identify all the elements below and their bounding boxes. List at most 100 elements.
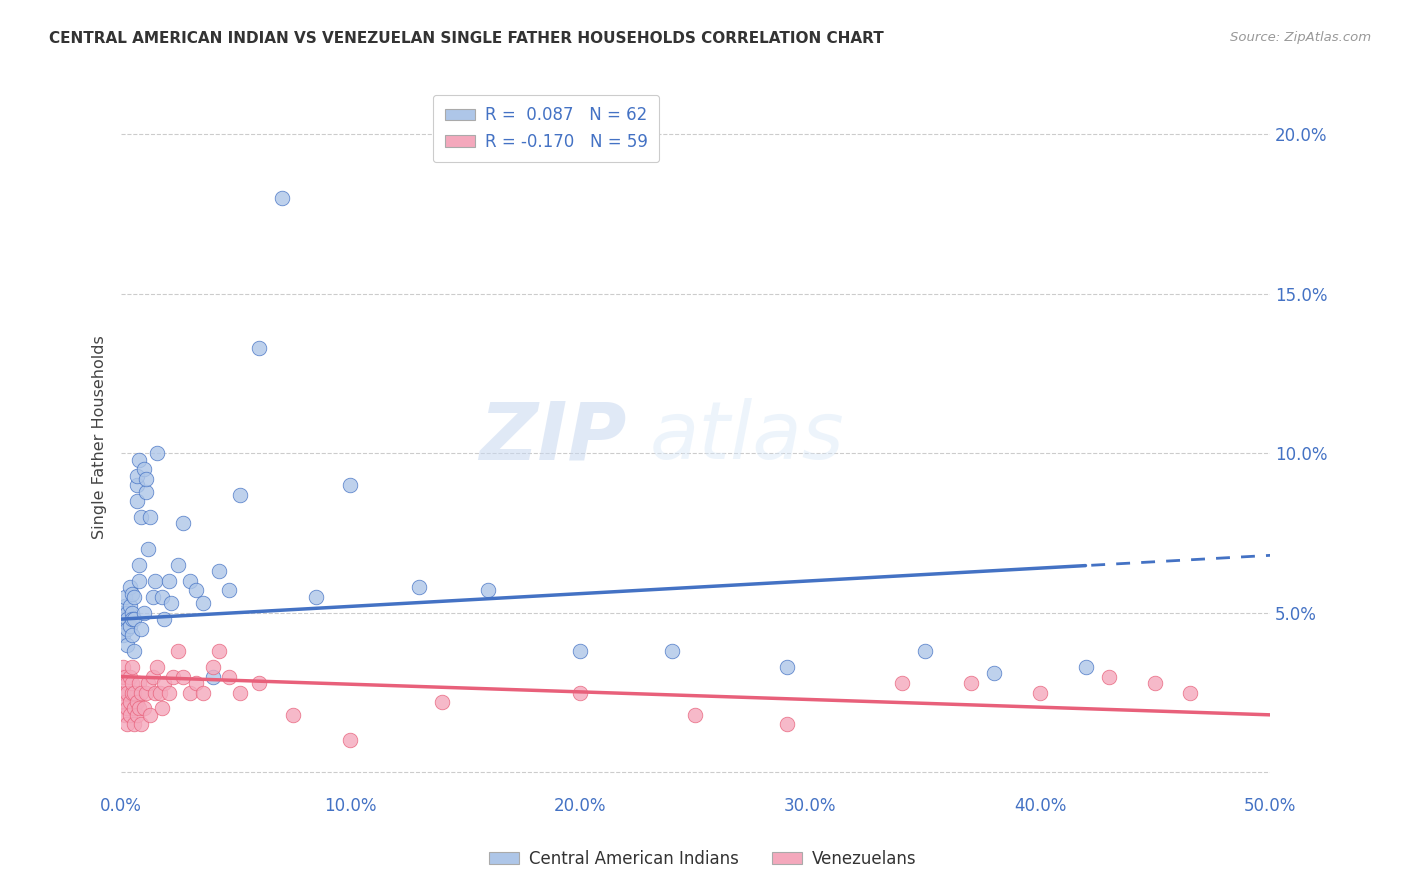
Point [117, 638, 139, 652]
Point [125, 707, 148, 722]
Point [149, 685, 172, 699]
Point [270, 191, 292, 205]
Point [143, 685, 166, 699]
Point [114, 707, 136, 722]
Point [114, 615, 136, 630]
Point [125, 468, 148, 483]
Point [121, 685, 143, 699]
Point [111, 624, 134, 639]
Point [150, 701, 173, 715]
Point [125, 494, 148, 508]
Point [157, 574, 180, 588]
Point [135, 685, 157, 699]
Point [281, 707, 304, 722]
Point [114, 590, 136, 604]
Point [153, 676, 176, 690]
Point [685, 707, 707, 722]
Legend: R =  0.087   N = 62, R = -0.170   N = 59: R = 0.087 N = 62, R = -0.170 N = 59 [433, 95, 659, 162]
Point [408, 580, 430, 594]
Point [111, 685, 134, 699]
Point [114, 599, 136, 614]
Point [118, 580, 141, 594]
Point [125, 695, 148, 709]
Point [135, 472, 157, 486]
Point [218, 583, 240, 598]
Point [143, 574, 166, 588]
Point [121, 612, 143, 626]
Point [129, 717, 152, 731]
Point [121, 586, 143, 600]
Point [186, 583, 208, 598]
Point [117, 612, 139, 626]
Point [128, 558, 150, 572]
Point [172, 669, 194, 683]
Point [121, 676, 143, 690]
Point [193, 596, 215, 610]
Point [179, 685, 201, 699]
Point [132, 462, 155, 476]
Point [118, 618, 141, 632]
Point [128, 701, 150, 715]
Point [157, 685, 180, 699]
Point [128, 676, 150, 690]
Point [135, 484, 157, 499]
Point [160, 596, 183, 610]
Point [121, 660, 143, 674]
Text: ZIP: ZIP [479, 399, 627, 476]
Point [111, 606, 134, 620]
Point [172, 516, 194, 531]
Point [118, 695, 141, 709]
Point [121, 628, 143, 642]
Point [118, 599, 141, 614]
Point [201, 669, 224, 683]
Point [132, 606, 155, 620]
Point [117, 606, 139, 620]
Y-axis label: Single Father Households: Single Father Households [93, 335, 107, 539]
Point [129, 622, 152, 636]
Point [117, 622, 139, 636]
Point [132, 701, 155, 715]
Point [142, 590, 165, 604]
Point [111, 628, 134, 642]
Point [1076, 660, 1098, 674]
Point [891, 676, 914, 690]
Point [193, 685, 215, 699]
Point [124, 590, 146, 604]
Point [432, 695, 454, 709]
Text: CENTRAL AMERICAN INDIAN VS VENEZUELAN SINGLE FATHER HOUSEHOLDS CORRELATION CHART: CENTRAL AMERICAN INDIAN VS VENEZUELAN SI… [49, 31, 884, 46]
Point [661, 644, 683, 658]
Point [118, 669, 141, 683]
Point [125, 478, 148, 492]
Point [1178, 685, 1201, 699]
Point [139, 510, 162, 524]
Point [569, 685, 592, 699]
Point [914, 644, 936, 658]
Legend: Central American Indians, Venezuelans: Central American Indians, Venezuelans [482, 844, 924, 875]
Point [339, 478, 361, 492]
Point [142, 669, 165, 683]
Point [1144, 676, 1167, 690]
Point [146, 446, 169, 460]
Text: Source: ZipAtlas.com: Source: ZipAtlas.com [1230, 31, 1371, 45]
Point [118, 707, 141, 722]
Point [305, 590, 328, 604]
Point [124, 644, 146, 658]
Point [179, 574, 201, 588]
Point [114, 695, 136, 709]
Point [983, 666, 1005, 681]
Point [129, 685, 152, 699]
Point [1029, 685, 1052, 699]
Point [146, 660, 169, 674]
Point [117, 717, 139, 731]
Point [111, 660, 134, 674]
Point [136, 541, 159, 556]
Point [162, 669, 184, 683]
Point [139, 707, 162, 722]
Point [569, 644, 592, 658]
Point [136, 676, 159, 690]
Point [186, 676, 208, 690]
Text: atlas: atlas [650, 399, 844, 476]
Point [1098, 669, 1121, 683]
Point [111, 669, 134, 683]
Point [339, 733, 361, 747]
